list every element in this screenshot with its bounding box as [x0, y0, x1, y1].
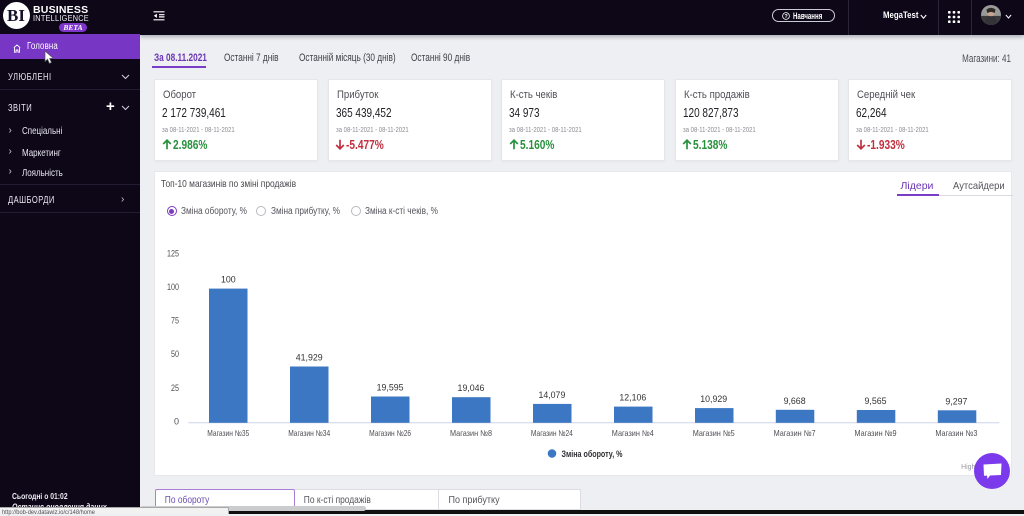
svg-text:19,595: 19,595: [376, 382, 403, 392]
svg-text:41,929: 41,929: [295, 352, 322, 362]
svg-text:?: ?: [784, 14, 788, 20]
svg-text:Магазин №8: Магазин №8: [450, 427, 492, 437]
svg-text:125: 125: [167, 248, 179, 258]
svg-text:14,079: 14,079: [538, 389, 565, 399]
svg-text:10,929: 10,929: [700, 394, 727, 404]
svg-text:9,565: 9,565: [864, 396, 886, 406]
svg-text:19,046: 19,046: [457, 383, 484, 393]
svg-text:25: 25: [171, 382, 179, 392]
svg-text:100: 100: [167, 282, 179, 292]
svg-text:12,106: 12,106: [619, 392, 646, 402]
svg-text:Магазин №4: Магазин №4: [611, 427, 653, 437]
svg-text:Магазин №9: Магазин №9: [854, 427, 896, 437]
svg-text:Магазин №3: Магазин №3: [935, 427, 977, 437]
svg-text:9,297: 9,297: [945, 396, 967, 406]
svg-text:Магазин №5: Магазин №5: [692, 427, 734, 437]
svg-text:Магазин №35: Магазин №35: [207, 427, 249, 437]
svg-text:Магазин №7: Магазин №7: [773, 427, 815, 437]
svg-text:50: 50: [171, 349, 179, 359]
svg-text:100: 100: [220, 274, 235, 284]
svg-text:Зміна обороту, %: Зміна обороту, %: [561, 448, 622, 458]
svg-text:Магазин №34: Магазин №34: [288, 427, 330, 437]
svg-text:Магазин №24: Магазин №24: [530, 427, 572, 437]
svg-text:0: 0: [173, 416, 178, 426]
svg-text:Магазин №26: Магазин №26: [369, 427, 411, 437]
svg-text:75: 75: [171, 315, 179, 325]
svg-text:9,668: 9,668: [783, 395, 805, 405]
